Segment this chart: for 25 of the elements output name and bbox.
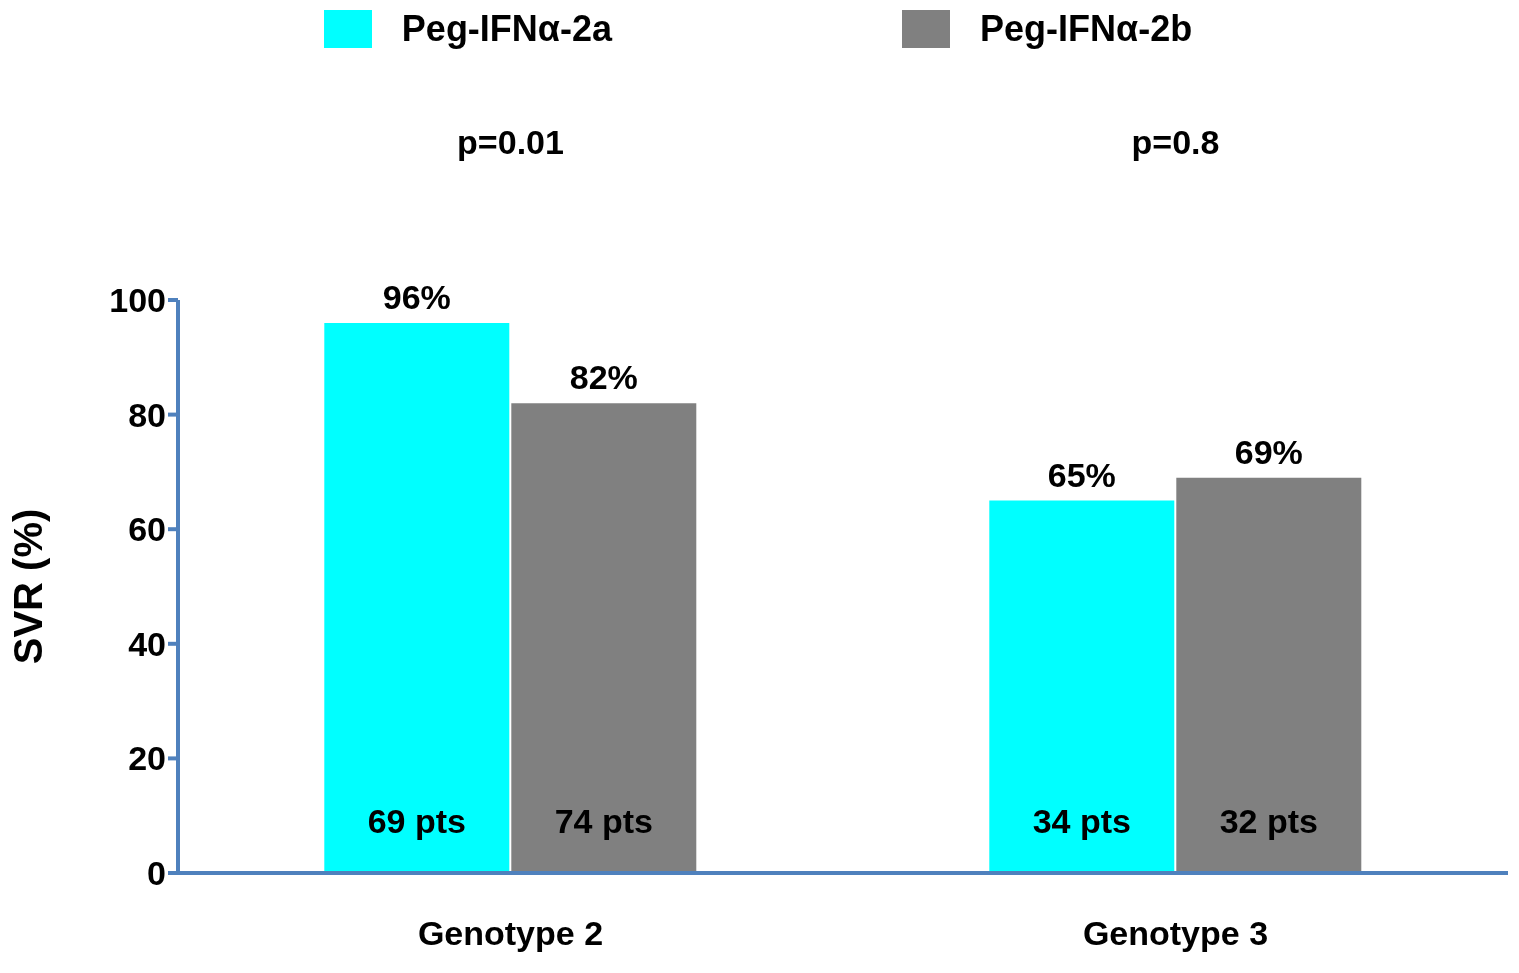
data-label: 69% bbox=[1234, 432, 1303, 471]
y-tick-label: 100 bbox=[109, 281, 166, 320]
annotation: 32 pts bbox=[1219, 802, 1318, 840]
bar bbox=[511, 403, 697, 873]
annotation: 69 pts bbox=[367, 802, 466, 840]
y-tick-label: 60 bbox=[128, 510, 166, 549]
x-tick-label: Genotype 2 bbox=[417, 914, 604, 953]
legend-label: Peg-IFNα-2b bbox=[980, 8, 1193, 50]
bar bbox=[989, 500, 1175, 873]
annotation: 34 pts bbox=[1032, 802, 1131, 840]
y-tick-label: 0 bbox=[147, 854, 166, 893]
x-tick-label: Genotype 3 bbox=[1082, 914, 1269, 953]
legend-label: Peg-IFNα-2a bbox=[401, 8, 613, 50]
y-tick-label: 20 bbox=[128, 739, 166, 778]
y-tick-label: 40 bbox=[128, 624, 166, 663]
data-label: 82% bbox=[569, 358, 638, 397]
data-label: 65% bbox=[1047, 455, 1116, 494]
text: p=0.8 bbox=[1131, 123, 1220, 162]
y-tick-label: 80 bbox=[128, 395, 166, 434]
y-axis-title: SVR (%) bbox=[6, 508, 51, 665]
annotation: 74 pts bbox=[554, 802, 653, 840]
bar bbox=[324, 322, 510, 873]
text: p=0.01 bbox=[457, 123, 564, 162]
data-label: 96% bbox=[382, 277, 451, 316]
bar bbox=[1176, 477, 1362, 873]
